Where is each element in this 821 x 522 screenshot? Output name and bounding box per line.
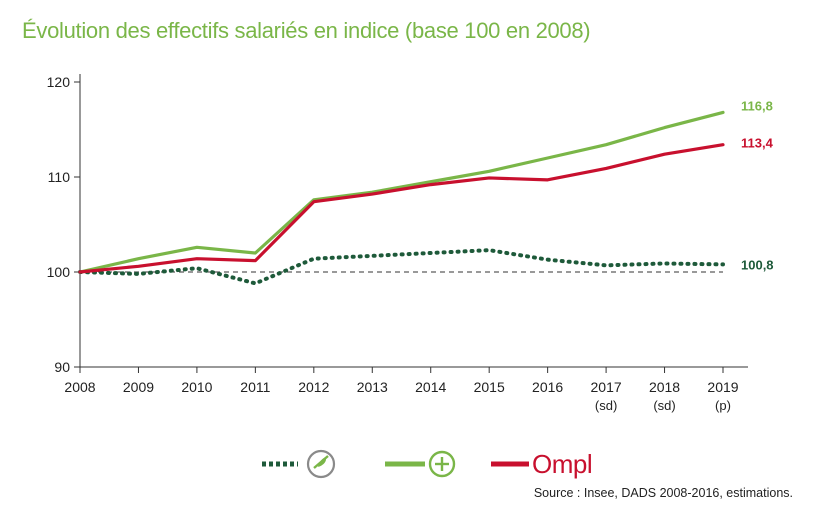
x-tick-label: 2010 (181, 379, 212, 395)
x-tick-label: 2019 (707, 379, 738, 395)
x-tick-label: 2014 (415, 379, 446, 395)
legend: Ompl (262, 449, 593, 479)
end-label-2: 113,4 (741, 136, 774, 151)
ompl-logo: Ompl (532, 449, 592, 479)
chart-title: Évolution des effectifs salariés en indi… (22, 18, 591, 43)
plus-icon (428, 450, 456, 478)
x-tick-label: 2012 (298, 379, 329, 395)
x-tick-label: 2009 (123, 379, 154, 395)
y-tick-label: 120 (47, 74, 71, 90)
x-tick-label: 2016 (532, 379, 563, 395)
x-tick-sublabel: (p) (715, 398, 731, 413)
x-tick-sublabel: (sd) (595, 398, 617, 413)
series-lines (78, 110, 725, 286)
series-line-0 (78, 248, 725, 286)
end-label-1: 116,8 (741, 98, 773, 113)
x-tick-label: 2011 (240, 379, 270, 395)
axes (74, 74, 748, 373)
source-note: Source : Insee, DADS 2008-2016, estimati… (533, 486, 793, 500)
y-tick-label: 90 (54, 359, 70, 375)
y-tick-label: 110 (48, 169, 71, 185)
y-tick-label: 100 (47, 264, 71, 280)
x-tick-sublabel: (sd) (653, 398, 675, 413)
x-tick-label: 2013 (357, 379, 388, 395)
end-label-0: 100,8 (741, 257, 774, 272)
x-tick-label: 2018 (649, 379, 680, 395)
end-labels: 100,8 116,8 113,4 (741, 98, 774, 272)
x-tick-label: 2008 (64, 379, 95, 395)
series-line-1 (78, 110, 725, 274)
series-line-2 (78, 143, 725, 274)
leaf-icon (306, 449, 336, 479)
x-tick-label: 2017 (591, 379, 622, 395)
tick-labels: 90 100 110 120 2008 2009 2010 2011 2012 2013 2014 2… (47, 74, 739, 413)
x-tick-label: 2015 (474, 379, 505, 395)
